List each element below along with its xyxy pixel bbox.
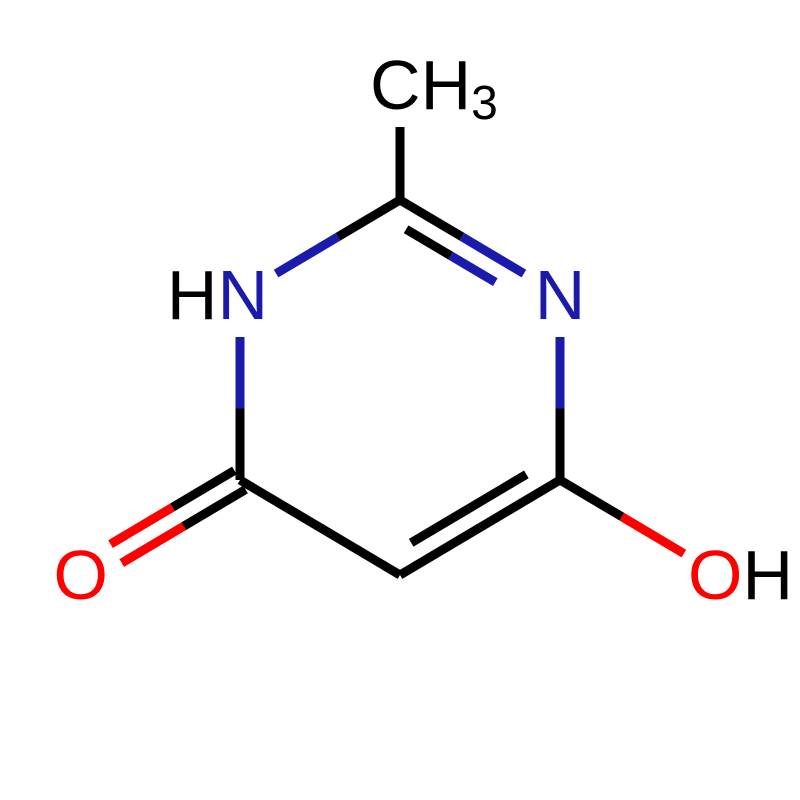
- atom-label-oh: OH: [688, 536, 793, 614]
- atom-label-n_left: HN: [167, 256, 268, 334]
- atom-label-n_right: N: [535, 256, 586, 334]
- atom-label-o: O: [54, 536, 108, 614]
- molecule-diagram: NHNCH3OHO: [0, 0, 800, 800]
